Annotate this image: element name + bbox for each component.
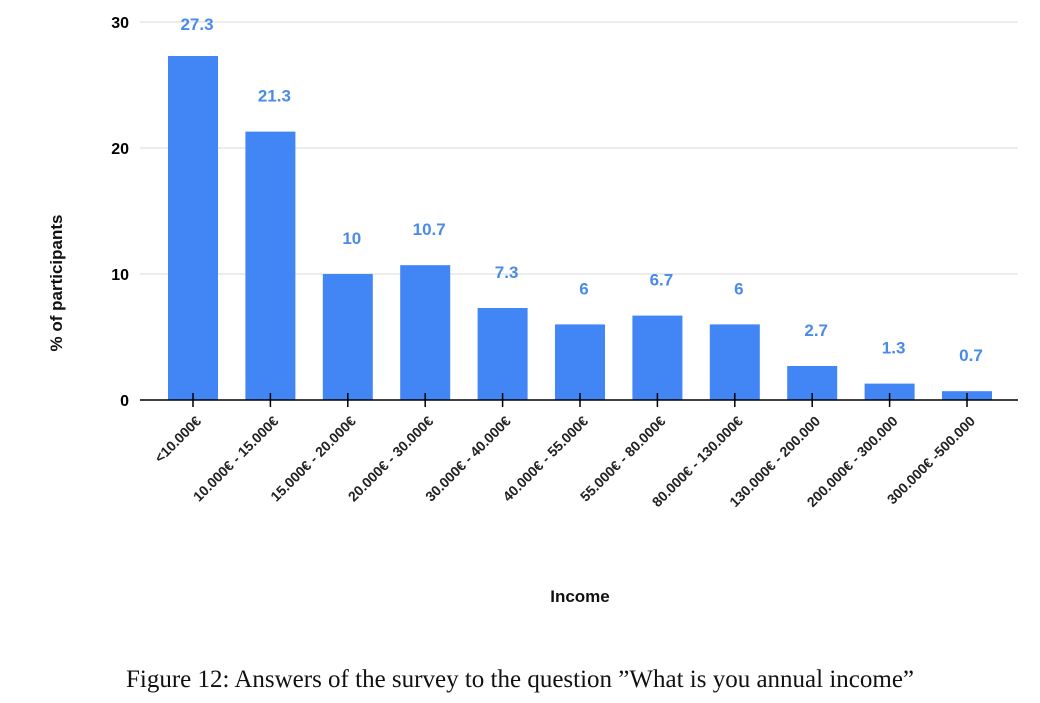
x-tick-label: <10.000€ (151, 413, 204, 466)
data-label: 6 (579, 279, 588, 298)
bar (477, 308, 528, 400)
x-tick-label: 20.000€ - 30.000€ (345, 413, 437, 505)
x-tick-label: 30.000€ - 40.000€ (422, 413, 514, 505)
data-label: 21.3 (258, 87, 291, 106)
bar (322, 274, 373, 400)
data-label: 7.3 (495, 263, 519, 282)
figure-caption: Figure 12: Answers of the survey to the … (125, 666, 915, 693)
y-tick-label: 10 (111, 267, 129, 284)
bar (245, 131, 296, 400)
bar (555, 324, 605, 400)
x-axis-title: Income (550, 587, 610, 606)
data-label: 1.3 (882, 339, 906, 358)
bar (400, 265, 451, 400)
y-axis-ticks: 0 10 20 30 (111, 15, 129, 410)
bar (632, 315, 683, 400)
y-tick-label: 30 (111, 15, 129, 32)
y-tick-label: 20 (111, 141, 129, 158)
x-tick-label: 55.000€ - 80.000€ (577, 413, 669, 505)
data-label: 6 (734, 279, 743, 298)
x-tick-label: 15.000€ - 20.000€ (267, 413, 359, 505)
y-tick-label: 0 (120, 393, 129, 410)
x-tick-label: 40.000€ - 55.000€ (499, 413, 591, 505)
bar (864, 383, 915, 400)
data-labels: 27.3 21.3 10 10.7 7.3 6 6.7 6 2.7 1.3 0.7 (180, 15, 982, 365)
data-label: 2.7 (804, 321, 828, 340)
data-label: 10.7 (413, 220, 446, 239)
data-label: 6.7 (650, 271, 674, 290)
data-label: 27.3 (180, 15, 213, 34)
income-bar-chart: 27.321.310 10.77.36 6.7 62.71.3 0.7 0102030 … (47, 15, 1018, 606)
y-axis-title: % of participants (47, 215, 66, 352)
data-label: 0.7 (959, 346, 983, 365)
x-axis: <10.000€10.000€ - 15.000€15.000€ - 20.00… (140, 393, 1018, 510)
bars (168, 56, 992, 401)
bar (709, 324, 760, 400)
bar (168, 56, 218, 401)
x-tick-label: 10.000€ - 15.000€ (190, 413, 282, 505)
data-label: 10 (342, 229, 361, 248)
